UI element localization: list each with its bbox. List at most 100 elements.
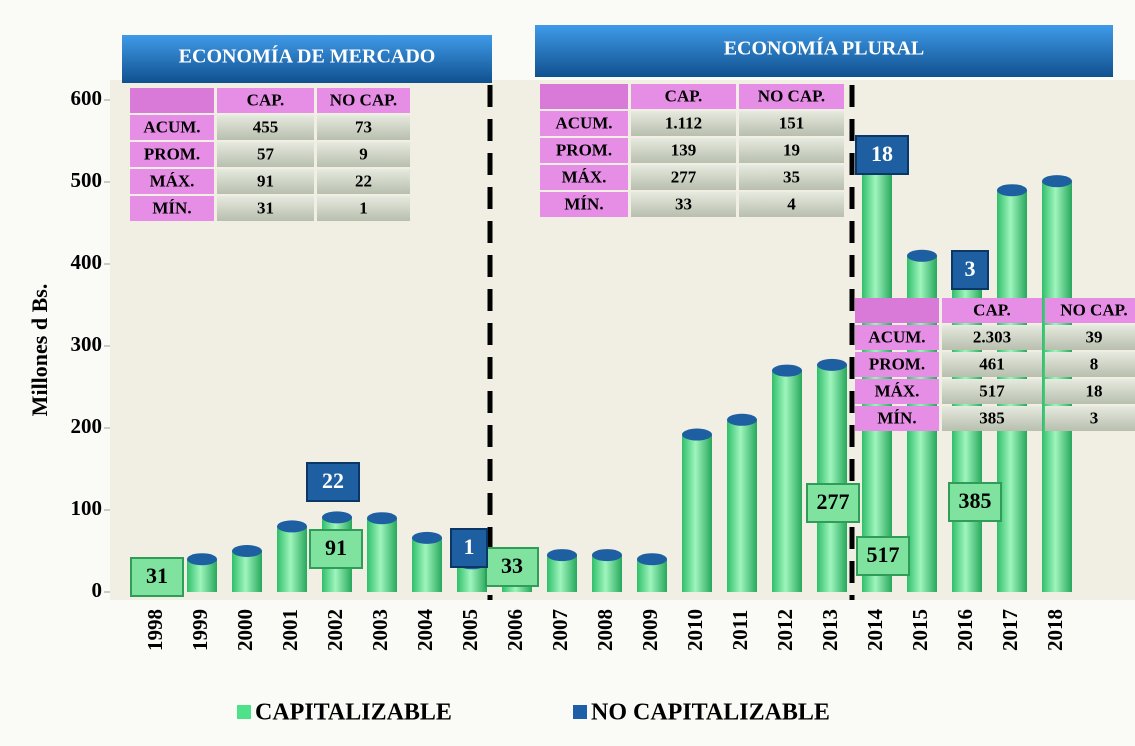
x-tick-label: 2018 (1043, 609, 1067, 651)
table-cell (317, 142, 410, 167)
x-tick-label: 2007 (548, 609, 572, 651)
x-tick-label: 2014 (863, 609, 887, 652)
bar (952, 276, 982, 592)
bar (547, 555, 577, 592)
bar-top (277, 520, 307, 533)
table-text: 385 (979, 408, 1005, 427)
table-header-cell (217, 88, 314, 113)
table-text: MÍN. (152, 198, 191, 217)
table-cell (317, 115, 410, 140)
table-text: 3 (1090, 408, 1099, 427)
y-tick-label: 300 (71, 332, 103, 356)
banner-text: ECONOMÍA PLURAL (724, 37, 925, 60)
table-header-cell (631, 84, 736, 109)
y-tick-label: 400 (71, 250, 103, 274)
data-label: 18 (871, 141, 893, 166)
table-text: MÁX. (562, 167, 607, 186)
table-cell (317, 196, 410, 221)
bar (412, 537, 442, 592)
bar-top (187, 553, 217, 566)
x-tick-label: 2004 (413, 609, 437, 652)
y-tick-label: 200 (71, 414, 103, 438)
table-header-cell (1045, 298, 1135, 323)
x-tick-label: 2000 (233, 609, 257, 651)
table-text: 8 (1090, 354, 1099, 373)
table-text: 461 (979, 354, 1005, 373)
y-tick-label: 0 (92, 578, 103, 602)
data-label-box (856, 536, 910, 576)
table-text: 4 (787, 194, 796, 213)
table-text: MÁX. (875, 381, 920, 400)
table-cell (739, 165, 844, 190)
table-text: 139 (671, 140, 697, 159)
table-corner (855, 298, 939, 323)
table-cell (217, 169, 314, 194)
table-cell (739, 138, 844, 163)
banner (122, 35, 492, 83)
table-text: MÍN. (877, 408, 916, 427)
table-text: 73 (355, 117, 372, 136)
table-text: 19 (783, 140, 800, 159)
table-text: PROM. (144, 144, 200, 163)
table-header: NO CAP. (330, 90, 397, 109)
data-label-box (309, 529, 363, 569)
bar-top (637, 553, 667, 566)
table-text: 151 (779, 113, 805, 132)
table-cell (739, 111, 844, 136)
data-label: 385 (959, 488, 992, 513)
table-text: 91 (257, 171, 274, 190)
table-header-cell (942, 298, 1042, 323)
x-tick-label: 2008 (593, 609, 617, 651)
table-text: MÁX. (150, 171, 195, 190)
table-cell (130, 115, 214, 140)
table-header: CAP. (973, 300, 1011, 319)
x-tick-label: 2017 (998, 609, 1022, 651)
table-cell (855, 325, 939, 350)
x-tick-label: 2013 (818, 609, 842, 651)
x-tick-label: 2015 (908, 609, 932, 651)
x-tick-label: 2010 (683, 609, 707, 651)
x-tick-label: 2016 (953, 609, 977, 651)
x-tick-label: 2009 (638, 609, 662, 651)
table-text: 57 (257, 144, 275, 163)
data-label-box (806, 483, 860, 523)
legend-label: CAPITALIZABLE (255, 700, 452, 726)
data-label-box (948, 482, 1002, 522)
x-tick-label: 2001 (278, 609, 302, 651)
table-header-cell (317, 88, 410, 113)
banner-text: ECONOMÍA DE MERCADO (179, 45, 436, 68)
x-tick-label: 2005 (458, 609, 482, 651)
table-text: ACUM. (555, 113, 612, 132)
data-label: 1 (464, 534, 475, 559)
table-cell (855, 406, 939, 431)
table-text: 22 (355, 171, 372, 190)
x-tick-label: 2003 (368, 609, 392, 651)
table-header: CAP. (665, 86, 703, 105)
table-header: NO CAP. (1060, 300, 1127, 319)
table-cell (217, 142, 314, 167)
table-text: 18 (1086, 381, 1103, 400)
x-tick-label: 2012 (773, 609, 797, 651)
bar (772, 370, 802, 592)
table-cell (130, 142, 214, 167)
bar (232, 551, 262, 592)
table-text: 455 (253, 117, 279, 136)
table-text: 1.112 (665, 113, 702, 132)
data-label: 31 (146, 563, 168, 588)
table-text: 2.303 (973, 327, 1011, 346)
table-text: 31 (257, 198, 274, 217)
table-cell (540, 192, 628, 217)
data-label-box (450, 528, 488, 568)
data-label-box (855, 135, 909, 175)
bar-top (592, 549, 622, 562)
table-cell (1045, 325, 1135, 350)
table-text: 33 (675, 194, 692, 213)
table-cell (1045, 352, 1135, 377)
x-tick-label: 1998 (143, 609, 167, 651)
banner (535, 25, 1113, 77)
table-cell (855, 352, 939, 377)
data-label: 3 (965, 256, 976, 281)
table-text: 1 (359, 198, 368, 217)
table-cell (317, 169, 410, 194)
table-header-cell (739, 84, 844, 109)
